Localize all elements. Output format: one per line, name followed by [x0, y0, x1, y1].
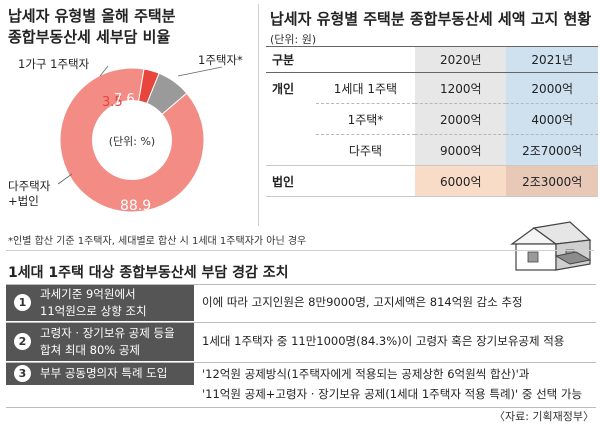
measure-row-1: 1 과세기준 9억원에서 11억원으로 상향 조치 이에 따라 고지인원은 8만…: [6, 284, 596, 321]
header-blank: [315, 46, 416, 73]
row-label: 다주택: [315, 134, 416, 166]
cell-2021: 4000억: [506, 103, 598, 135]
measure-label-box: 3 부부 공동명의자 특례 도입: [6, 363, 194, 385]
measure-number: 1: [14, 294, 31, 311]
chart-title-line1: 납세자 유형별 올해 주택분: [8, 7, 176, 25]
leader-line-multi: [57, 173, 73, 185]
tax-table: 구분 2020년 2021년 개인 1세대 1주택 1200억 2000억 1주…: [266, 46, 598, 197]
horizontal-divider: [6, 250, 594, 251]
row-label: [315, 165, 416, 197]
row-label: 1세대 1주택: [315, 72, 416, 104]
label-one-household: 1가구 1주택자: [18, 57, 90, 71]
measure-number: 3: [14, 365, 31, 382]
table-row: 다주택 9000억 2조7000억: [266, 134, 598, 166]
chart-title: 납세자 유형별 올해 주택분 종합부동산세 세부담 비율: [8, 6, 248, 48]
measure-number: 2: [14, 333, 31, 350]
donut-hole: [92, 100, 172, 180]
unit-label: (단위: 원): [270, 33, 317, 46]
house-illustration: [510, 221, 592, 271]
donut-chart: (단위: %) 1가구 1주택자 1주택자* 다주택자 +법인 3.5 7.6 …: [8, 53, 243, 214]
header-category: 구분: [266, 46, 316, 73]
measure-description-line1: '12억원 공제방식(1주택자에게 적용되는 공제상한 6억원씩 합산)'과: [202, 367, 530, 381]
cell-2020: 2000억: [415, 103, 507, 135]
measure-description-line2: '11억원 공제+고령자 · 장기보유 공제(1세대 1주택자 적용 특례)' …: [202, 387, 583, 401]
measure-label-line2: 합쳐 최대 80% 공제: [40, 343, 141, 357]
cell-2021: 2000억: [506, 72, 598, 104]
table-row: 1주택* 2000억 4000억: [266, 103, 598, 135]
measure-label-line1: 부부 공동명의자 특례 도입: [40, 366, 168, 380]
measure-label-box: 1 과세기준 9억원에서 11억원으로 상향 조치: [6, 285, 194, 321]
cell-2020: 6000억: [415, 165, 507, 197]
group-corporate: 법인: [266, 165, 316, 197]
label-one-house: 1주택자*: [198, 53, 243, 67]
header-2020: 2020년: [415, 46, 507, 73]
measure-label-line2: 11억원으로 상향 조치: [40, 304, 147, 318]
vertical-divider: [258, 4, 259, 226]
cell-2021: 2조3000억: [506, 165, 598, 197]
header-2021: 2021년: [506, 46, 598, 73]
section-title: 1세대 1주택 대상 종합부동산세 부담 경감 조치: [8, 265, 289, 281]
label-multi-line1: 다주택자: [8, 179, 51, 193]
table-row: 개인 1세대 1주택 1200억 2000억: [266, 72, 598, 104]
table-row: 법인 6000억 2조3000억: [266, 165, 598, 197]
group-individual: 개인: [272, 81, 295, 96]
footnote: *인별 합산 기준 1주택자, 세대별로 합산 시 1세대 1주택자가 아닌 경…: [8, 236, 307, 247]
measure-description: 이에 따라 고지인원은 8만9000명, 고지세액은 814억원 감소 추정: [202, 295, 523, 309]
label-multi-line2: +법인: [8, 194, 39, 208]
source-label: 〈자료: 기획재정부〉: [493, 410, 594, 423]
measure-row-2: 2 고령자 · 장기보유 공제 등을 합쳐 최대 80% 공제 1세대 1주택자…: [6, 322, 596, 361]
cell-2021: 2조7000억: [506, 134, 598, 166]
measure-description: 1세대 1주택자 중 11만1000명(84.3%)이 고령자 혹은 장기보유공…: [202, 334, 565, 348]
table-title: 납세자 유형별 주택분 종합부동산세 세액 고지 현황: [270, 10, 592, 28]
value-multi: 88.9: [120, 198, 151, 214]
cell-2020: 1200억: [415, 72, 507, 104]
table-header-row: 구분 2020년 2021년: [266, 46, 598, 73]
leader-line-one-household: [99, 65, 109, 77]
leader-line-one-house: [177, 66, 223, 77]
value-one-household: 3.5: [102, 95, 123, 110]
measure-label-line1: 과세기준 9억원에서: [40, 287, 136, 301]
measure-row-3: 3 부부 공동명의자 특례 도입 '12억원 공제방식(1주택자에게 적용되는 …: [6, 362, 596, 408]
measure-label-box: 2 고령자 · 장기보유 공제 등을 합쳐 최대 80% 공제: [6, 323, 194, 361]
cell-2020: 9000억: [415, 134, 507, 166]
chart-title-line2: 종합부동산세 세부담 비율: [8, 28, 171, 46]
value-one-house: 7.6: [114, 92, 135, 107]
center-label: (단위: %): [109, 135, 155, 148]
row-label: 1주택*: [315, 103, 416, 135]
measure-label-line1: 고령자 · 장기보유 공제 등을: [40, 326, 175, 340]
